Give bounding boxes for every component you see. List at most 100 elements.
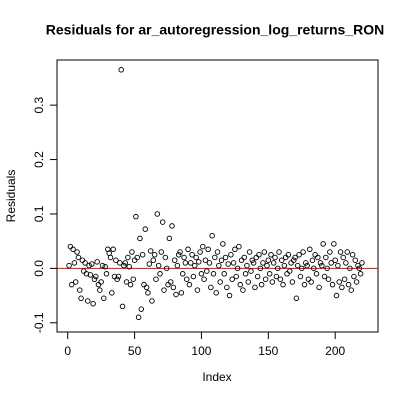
point xyxy=(158,249,165,255)
point xyxy=(143,284,150,291)
x-tick-label: 150 xyxy=(258,344,278,358)
point xyxy=(177,249,183,255)
point xyxy=(201,276,207,282)
point xyxy=(202,257,209,263)
point xyxy=(256,252,262,258)
point xyxy=(151,252,158,258)
point xyxy=(197,249,203,255)
point xyxy=(155,262,162,269)
point xyxy=(349,252,356,258)
point xyxy=(94,259,100,265)
point xyxy=(198,271,205,277)
point xyxy=(98,279,104,285)
point xyxy=(123,279,130,285)
plot-box xyxy=(56,59,379,333)
point xyxy=(103,271,110,277)
point xyxy=(313,271,320,277)
point xyxy=(244,262,250,269)
point xyxy=(246,249,253,255)
point xyxy=(110,246,116,253)
point xyxy=(146,261,153,267)
point xyxy=(210,271,217,277)
point xyxy=(133,213,139,220)
point xyxy=(337,249,344,255)
point xyxy=(157,271,163,277)
point xyxy=(357,271,364,277)
point xyxy=(167,279,174,285)
point xyxy=(213,290,219,296)
point xyxy=(166,235,173,242)
point xyxy=(121,262,127,269)
point xyxy=(321,273,328,280)
point xyxy=(129,249,135,255)
point xyxy=(258,281,265,288)
point xyxy=(250,260,257,266)
point xyxy=(135,314,142,321)
point xyxy=(127,281,134,288)
point xyxy=(325,276,332,282)
point xyxy=(85,298,91,304)
x-tick-label: 100 xyxy=(191,344,211,358)
point xyxy=(295,262,301,269)
point xyxy=(70,246,76,253)
point xyxy=(220,241,226,247)
point xyxy=(257,265,264,272)
point xyxy=(221,271,227,277)
point xyxy=(329,281,336,288)
point xyxy=(150,257,157,263)
point xyxy=(232,246,238,253)
point xyxy=(233,273,239,280)
point xyxy=(99,262,106,269)
point xyxy=(301,281,308,288)
point xyxy=(297,273,304,280)
point xyxy=(119,303,126,310)
point xyxy=(359,260,365,266)
point xyxy=(281,262,288,269)
point xyxy=(131,257,138,263)
point xyxy=(288,260,294,266)
point xyxy=(315,254,321,261)
point xyxy=(328,260,334,266)
point xyxy=(292,254,298,261)
point xyxy=(307,246,313,253)
point xyxy=(130,276,136,282)
point xyxy=(117,260,123,266)
point xyxy=(118,67,124,73)
point xyxy=(309,257,316,263)
point xyxy=(340,254,346,261)
point xyxy=(222,254,229,261)
point xyxy=(252,284,258,291)
point xyxy=(76,287,83,293)
point xyxy=(262,276,269,282)
point xyxy=(165,281,171,288)
point xyxy=(206,260,213,266)
point xyxy=(114,276,120,282)
point xyxy=(102,263,108,270)
point xyxy=(276,249,282,255)
point xyxy=(187,260,194,266)
point xyxy=(289,279,296,285)
point xyxy=(319,262,325,269)
point xyxy=(71,260,78,266)
point xyxy=(196,259,202,265)
point xyxy=(277,276,284,282)
point xyxy=(217,279,223,285)
point xyxy=(101,295,107,302)
point xyxy=(67,243,74,250)
point xyxy=(335,262,341,269)
point xyxy=(179,271,186,277)
point xyxy=(159,219,166,225)
y-axis-label: Residuals xyxy=(4,170,18,223)
point xyxy=(290,257,297,263)
point xyxy=(355,262,361,269)
point xyxy=(181,254,187,261)
point xyxy=(278,257,285,263)
point xyxy=(139,252,146,258)
point xyxy=(147,248,154,254)
point xyxy=(91,276,98,282)
point xyxy=(113,257,119,263)
point xyxy=(317,260,324,266)
point xyxy=(225,261,231,267)
point xyxy=(82,260,88,266)
point xyxy=(75,254,82,261)
